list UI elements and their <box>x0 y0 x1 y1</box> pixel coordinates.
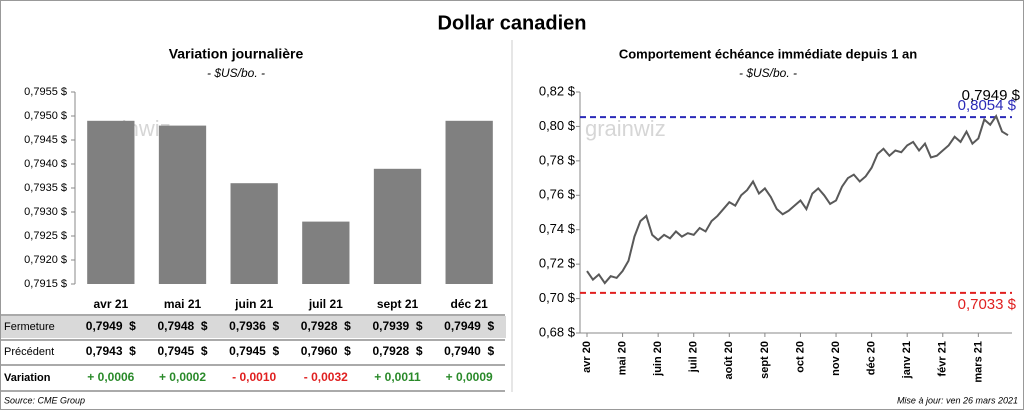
table-cell: 0,7948 $ <box>157 319 207 333</box>
x-tick-label: mars 21 <box>972 341 984 383</box>
y-tick-label: 0,7930 $ <box>24 206 67 218</box>
x-tick-label: févr 21 <box>937 341 949 376</box>
y-tick-label: 0,68 $ <box>539 324 576 339</box>
x-tick-label: nov 20 <box>830 341 842 376</box>
y-tick-label: 0,82 $ <box>539 83 576 98</box>
y-tick-label: 0,70 $ <box>539 290 576 305</box>
x-tick-label: juil 20 <box>688 341 700 373</box>
x-tick-label: août 20 <box>723 341 735 380</box>
table-cell: 0,7940 $ <box>444 344 494 358</box>
price-line <box>586 113 1009 285</box>
last-value-label: 0,7949 $ <box>962 87 1021 104</box>
x-tick-label: juin 21 <box>234 297 273 311</box>
table-cell: 0,7960 $ <box>301 344 351 358</box>
row-header: Précédent <box>4 346 54 358</box>
row-header: Variation <box>4 372 51 384</box>
x-tick-label: mai 20 <box>616 341 628 375</box>
table-cell: 0,7928 $ <box>372 344 422 358</box>
y-tick-label: 0,7925 $ <box>24 230 67 242</box>
source: Source: CME Group <box>4 395 85 405</box>
reference-label: 0,7033 $ <box>958 296 1017 313</box>
y-tick-label: 0,7945 $ <box>24 134 67 146</box>
table-cell: 0,7928 $ <box>301 319 351 333</box>
y-tick-label: 0,72 $ <box>539 256 576 271</box>
table-cell: 0,7949 $ <box>444 319 494 333</box>
x-tick-label: déc 21 <box>450 297 488 311</box>
table-cell: 0,7939 $ <box>372 319 422 333</box>
y-tick-label: 0,80 $ <box>539 118 576 133</box>
table-cell: + 0,0006 <box>87 370 134 384</box>
row-header: Fermeture <box>4 321 55 333</box>
x-tick-label: juin 20 <box>652 341 664 377</box>
table-cell: - 0,0032 <box>304 370 348 384</box>
y-tick-label: 0,7935 $ <box>24 182 67 194</box>
table-cell: 0,7945 $ <box>229 344 279 358</box>
bar <box>230 183 278 284</box>
watermark: grainwiz <box>585 116 666 141</box>
x-tick-label: déc 20 <box>866 341 878 375</box>
x-tick-label: sept 21 <box>377 297 419 311</box>
bar-title: Variation journalière <box>169 46 304 62</box>
table-cell: 0,7943 $ <box>86 344 136 358</box>
table-cell: + 0,0011 <box>374 370 421 384</box>
table-cell: + 0,0009 <box>446 370 493 384</box>
x-tick-label: juil 21 <box>308 297 343 311</box>
table-cell: - 0,0010 <box>232 370 276 384</box>
updated: Mise à jour: ven 26 mars 2021 <box>897 395 1018 405</box>
x-tick-label: janv 21 <box>901 341 913 379</box>
x-tick-label: sept 20 <box>759 341 771 379</box>
x-tick-label: mai 21 <box>164 297 202 311</box>
row-bg <box>1 316 506 338</box>
x-tick-label: oct 20 <box>794 341 806 373</box>
y-tick-label: 0,7955 $ <box>24 86 67 98</box>
x-tick-label: avr 20 <box>581 341 593 373</box>
table-cell: 0,7945 $ <box>157 344 207 358</box>
bar-subtitle: - $US/bo. - <box>207 66 265 80</box>
y-tick-label: 0,78 $ <box>539 152 576 167</box>
table-cell: 0,7936 $ <box>229 319 279 333</box>
y-tick-label: 0,7950 $ <box>24 110 67 122</box>
bar <box>445 120 493 284</box>
main-title: Dollar canadien <box>438 12 587 34</box>
y-tick-label: 0,7940 $ <box>24 158 67 170</box>
bar <box>373 168 422 284</box>
bar <box>87 120 135 284</box>
y-tick-label: 0,76 $ <box>539 187 576 202</box>
x-tick-label: avr 21 <box>93 297 128 311</box>
table-cell: 0,7949 $ <box>86 319 136 333</box>
reference-label: 0,8054 $ <box>958 97 1017 114</box>
table-cell: + 0,0002 <box>159 370 206 384</box>
y-tick-label: 0,7920 $ <box>24 254 67 266</box>
bar <box>302 221 350 284</box>
line-title: Comportement échéance immédiate depuis 1… <box>619 46 917 61</box>
bar <box>158 125 207 284</box>
y-tick-label: 0,74 $ <box>539 221 576 236</box>
y-tick-label: 0,7915 $ <box>24 278 67 290</box>
line-subtitle: - $US/bo. - <box>739 66 797 80</box>
